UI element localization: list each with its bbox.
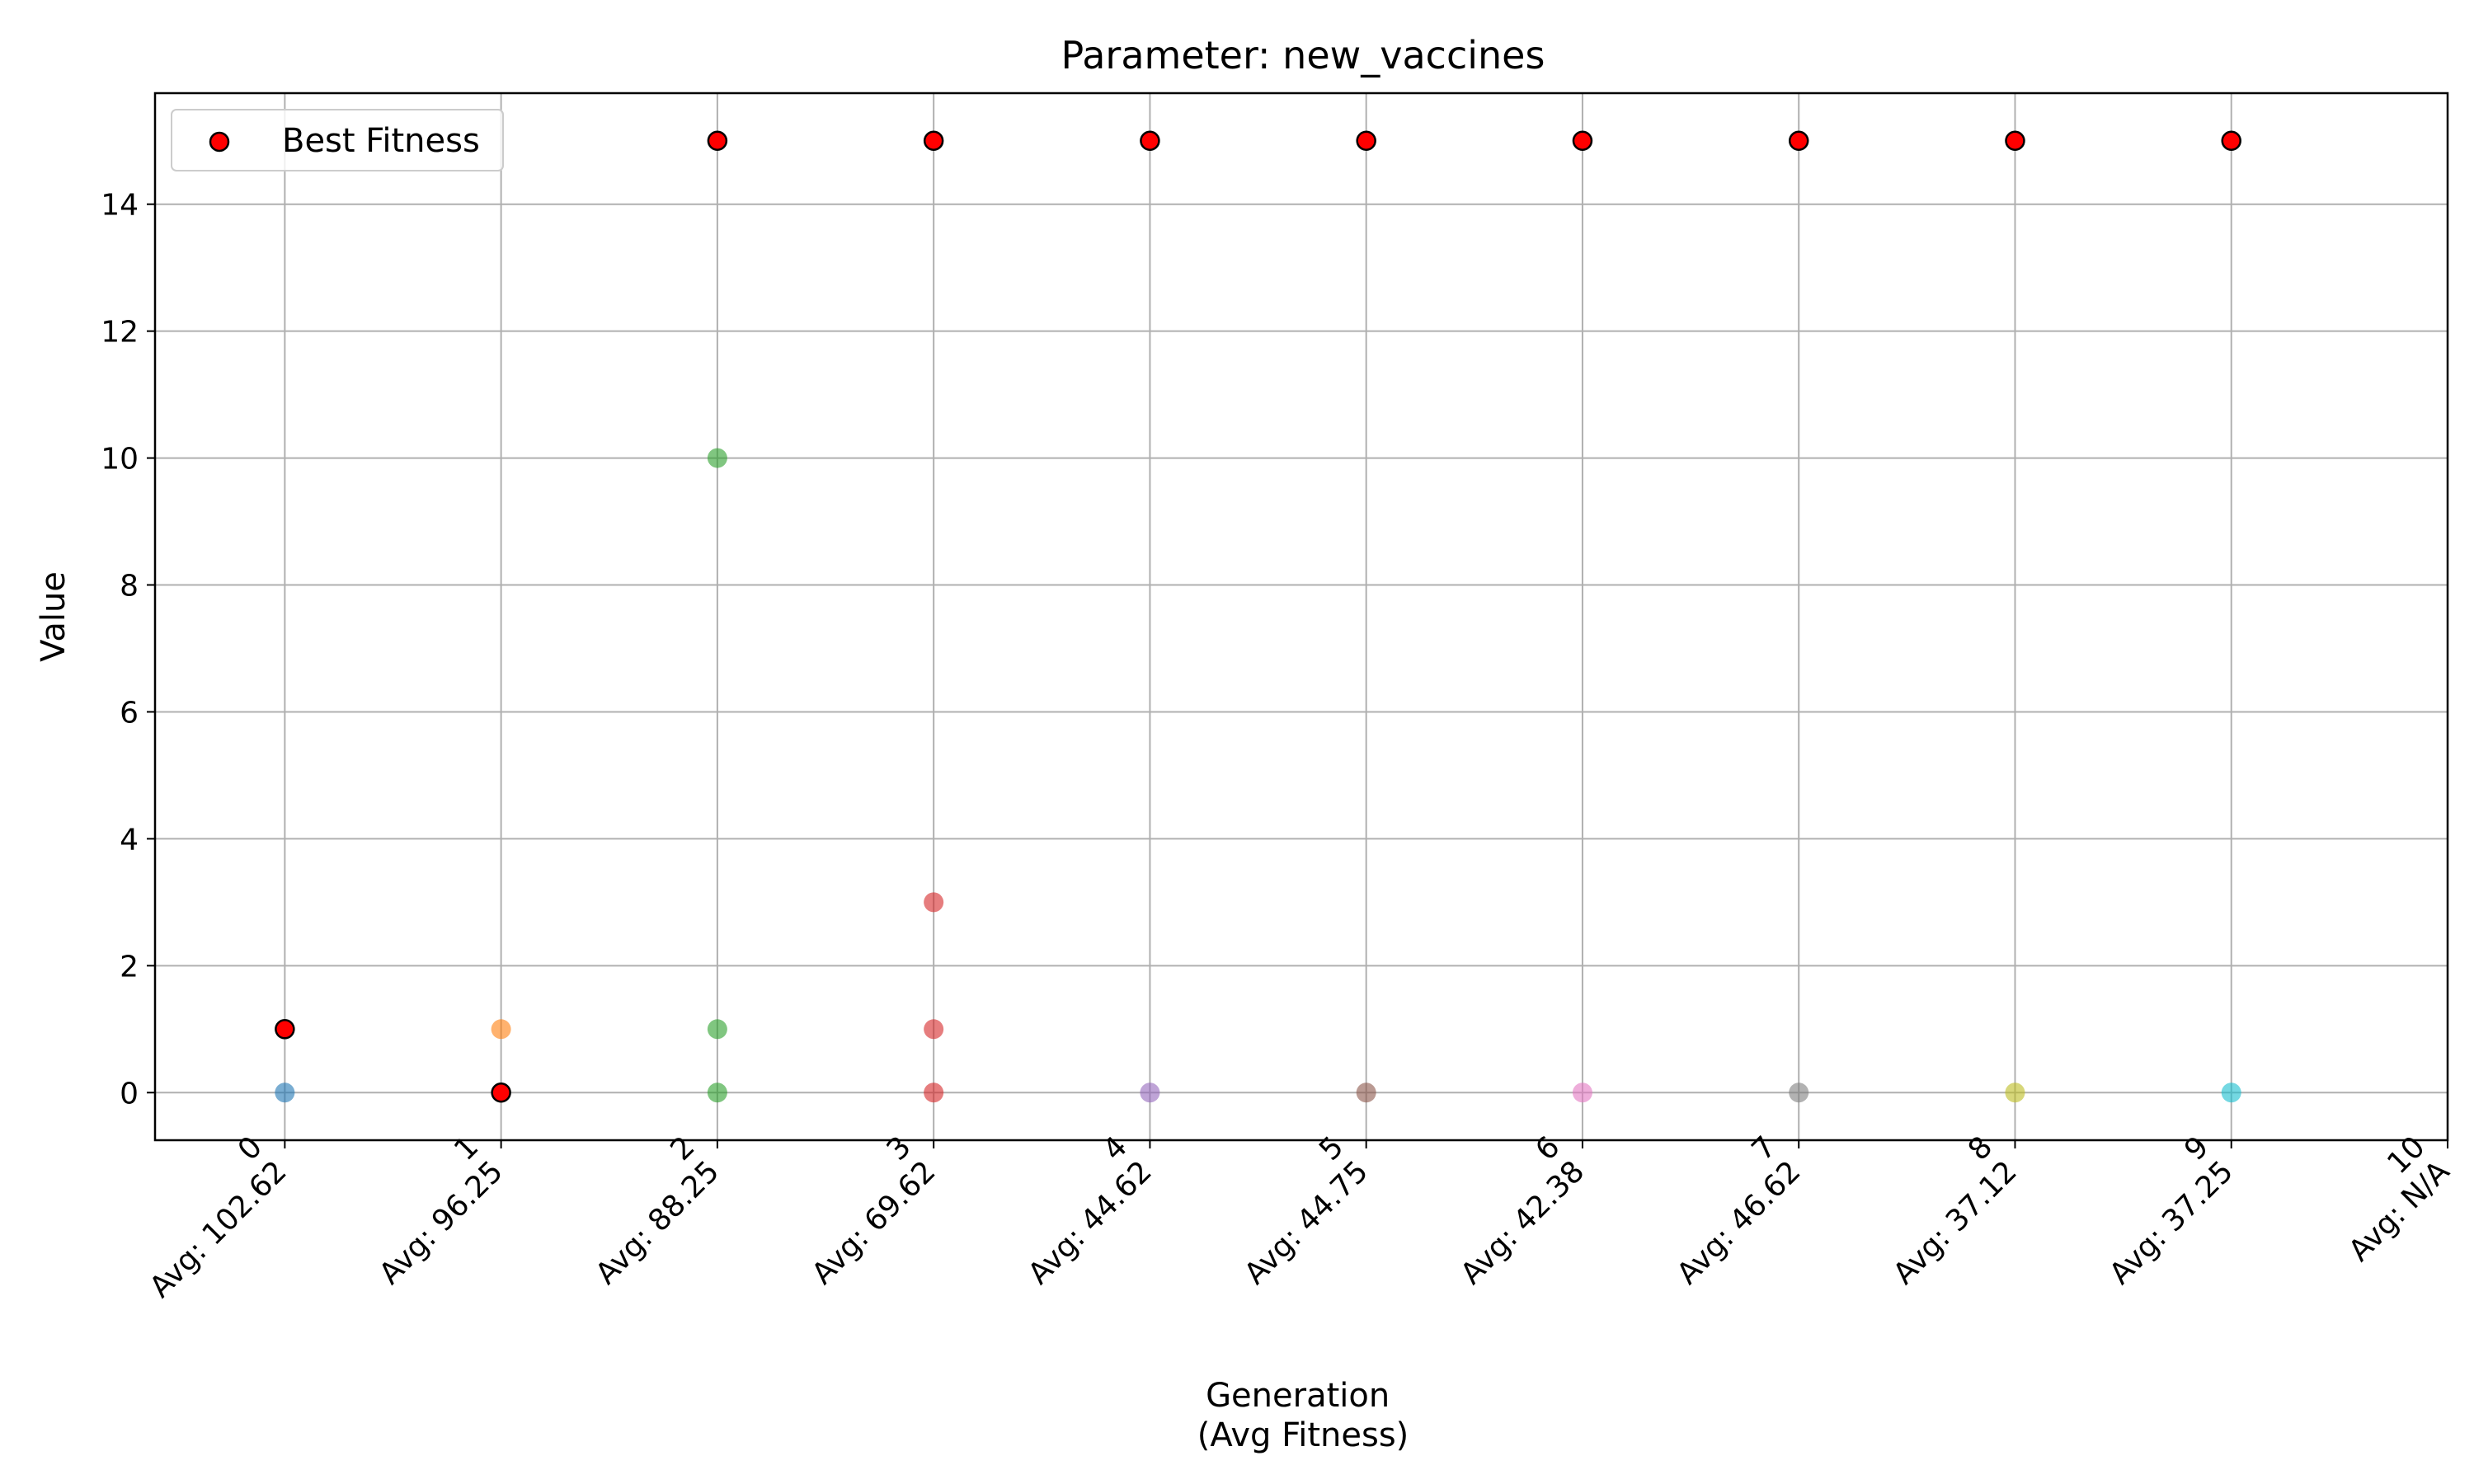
y-tick-label-8: 8: [120, 570, 139, 603]
y-tick-label-14: 14: [101, 189, 139, 223]
y-tick-label-6: 6: [120, 696, 139, 730]
data-point-gen-3-1: [924, 1019, 944, 1040]
y-tick-label-4: 4: [120, 823, 139, 857]
data-point-gen-6-0: [1572, 1082, 1592, 1103]
data-point-gen-8-0: [2005, 1082, 2025, 1103]
data-point-gen-5-0: [1356, 1082, 1376, 1103]
x-axis-label-line-1: Generation: [1206, 1377, 1390, 1415]
data-point-gen-2-0: [707, 448, 727, 468]
chart-title: Parameter: new_vaccines: [1061, 33, 1545, 77]
best-fitness-point-gen-2: [707, 130, 728, 151]
best-fitness-point-gen-5: [1356, 130, 1376, 151]
best-fitness-point-gen-9: [2221, 130, 2241, 151]
data-point-gen-4-0: [1140, 1082, 1160, 1103]
data-points: [275, 448, 2241, 1103]
best-fitness-points: [275, 130, 2241, 1103]
best-fitness-point-gen-1: [491, 1082, 511, 1103]
y-tick-label-2: 2: [120, 950, 139, 984]
y-tick-label-10: 10: [101, 443, 139, 477]
legend-marker-best-fitness: [209, 131, 230, 153]
best-fitness-point-gen-3: [923, 130, 944, 151]
y-axis-label: Value: [35, 571, 73, 662]
best-fitness-point-gen-0: [275, 1019, 295, 1040]
data-point-gen-2-1: [707, 1019, 727, 1040]
best-fitness-point-gen-6: [1572, 130, 1593, 151]
data-point-gen-3-0: [924, 892, 944, 913]
plot-frame: [153, 92, 2449, 1142]
grid: [155, 93, 2448, 1140]
x-axis-label: Generation (Avg Fitness): [1197, 1377, 1409, 1454]
data-point-gen-3-2: [924, 1082, 944, 1103]
data-point-gen-2-2: [707, 1082, 727, 1103]
legend-label-best-fitness: Best Fitness: [282, 122, 480, 160]
y-tick-label-12: 12: [101, 316, 139, 350]
best-fitness-point-gen-7: [1788, 130, 1809, 151]
legend: Best Fitness: [171, 109, 504, 171]
data-point-gen-7-0: [1789, 1082, 1809, 1103]
legend-box: [171, 109, 504, 171]
data-point-gen-0-0: [275, 1082, 295, 1103]
y-tick-label-0: 0: [120, 1077, 139, 1111]
x-axis-label-line-2: (Avg Fitness): [1197, 1416, 1409, 1454]
y-axis-ticks: 0 2 4 6 8 10 12 14: [101, 189, 155, 1111]
data-point-gen-1-0: [491, 1019, 511, 1040]
best-fitness-point-gen-4: [1140, 130, 1160, 151]
data-point-gen-9-0: [2221, 1082, 2241, 1103]
best-fitness-point-gen-8: [2005, 130, 2025, 151]
